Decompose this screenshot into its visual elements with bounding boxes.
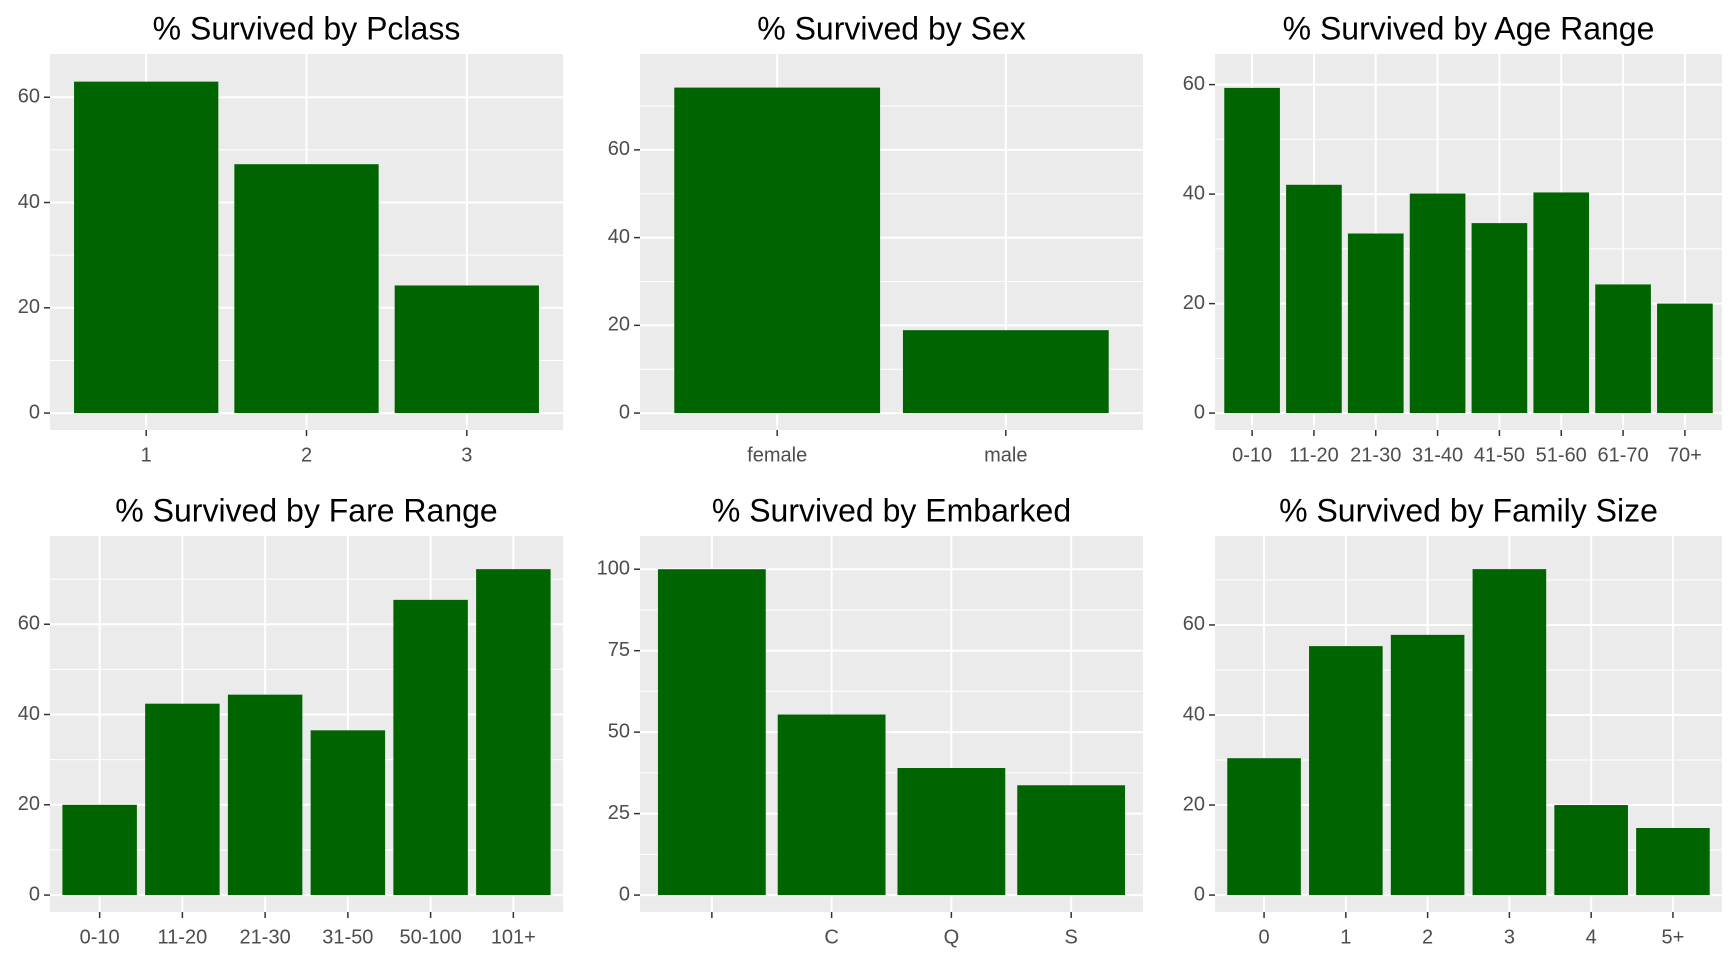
y-tick-label: 0: [1194, 401, 1205, 423]
bar: [62, 804, 137, 896]
x-tick-label: 31-50: [322, 926, 373, 948]
bar: [1227, 758, 1301, 896]
bar: [476, 569, 551, 896]
x-tick-label: 21-30: [1350, 444, 1401, 466]
chart-2: % Survived by Sex 0 20 40 60 female male: [608, 10, 1143, 466]
x-tick-label: 3: [1504, 926, 1515, 948]
x-tick-label: S: [1064, 926, 1077, 948]
bar: [1286, 184, 1342, 414]
y-tick-label: 40: [18, 703, 40, 725]
y-tick-label: 0: [29, 883, 40, 905]
x-tick-label: 11-20: [158, 926, 208, 948]
x-tick-label: C: [824, 926, 838, 948]
x-tick-label: 51-60: [1536, 444, 1587, 466]
bar: [145, 703, 220, 896]
chart-6: % Survived by Family Size 0 20 40 60 0 1 2 3 4 5+: [1183, 492, 1722, 948]
chart-title: % Survived by Fare Range: [115, 492, 497, 528]
y-tick-label: 100: [597, 557, 630, 579]
x-tick-label: female: [747, 444, 807, 466]
y-tick-label: 60: [608, 138, 630, 160]
y-tick-label: 40: [18, 191, 40, 213]
x-tick-label: 1: [1340, 926, 1351, 948]
chart-1: % Survived by Pclass 0 20 40 60 1 2 3: [18, 10, 563, 466]
bar: [1472, 569, 1547, 896]
x-tick-label: 21-30: [240, 926, 291, 948]
chart-4: % Survived by Fare Range 0 20 40 60 0-10 11-20…: [18, 492, 563, 948]
x-tick-label: 41-50: [1474, 444, 1525, 466]
y-tick-label: 60: [18, 86, 40, 108]
x-tick-label: 3: [461, 444, 472, 466]
chart-title: % Survived by Sex: [757, 10, 1026, 46]
bar: [1533, 192, 1590, 414]
x-tick-label: 31-40: [1412, 444, 1463, 466]
x-tick-label: 1: [141, 444, 152, 466]
bar: [1017, 785, 1126, 896]
y-tick-label: 40: [1183, 703, 1205, 725]
y-tick-label: 25: [608, 802, 630, 824]
x-tick-label: 50-100: [399, 926, 461, 948]
y-tick-label: 40: [608, 226, 630, 248]
bar: [1224, 87, 1280, 414]
chart-3: % Survived by Age Range 0 20 40 60 0-10 11-20 2…: [1183, 10, 1722, 466]
y-tick-label: 60: [1183, 73, 1205, 95]
x-tick-label: 11-20: [1289, 444, 1339, 466]
bar: [1471, 223, 1528, 414]
bar: [674, 87, 881, 414]
chart-5: % Survived by Embarked 0 25 50 75 100 C Q S: [597, 492, 1143, 948]
bar: [1409, 193, 1466, 414]
y-tick-label: 0: [619, 883, 630, 905]
x-tick-label: Q: [944, 926, 960, 948]
chart-title: % Survived by Age Range: [1283, 10, 1655, 46]
y-tick-label: 75: [608, 639, 630, 661]
y-tick-label: 60: [1183, 613, 1205, 635]
y-tick-label: 0: [619, 401, 630, 423]
x-tick-label: male: [984, 444, 1027, 466]
x-tick-label: 101+: [491, 926, 536, 948]
y-tick-label: 0: [29, 401, 40, 423]
y-tick-label: 40: [1183, 182, 1205, 204]
y-tick-label: 20: [18, 296, 40, 318]
bar: [657, 569, 766, 896]
bar: [394, 285, 539, 414]
bar: [227, 694, 303, 896]
bar: [74, 81, 219, 414]
y-tick-label: 20: [18, 793, 40, 815]
chart-title: % Survived by Embarked: [712, 492, 1071, 528]
bar: [1657, 303, 1713, 414]
y-tick-label: 20: [1183, 793, 1205, 815]
bar: [1390, 634, 1465, 896]
x-tick-label: 61-70: [1597, 444, 1648, 466]
y-tick-label: 20: [608, 314, 630, 336]
bar: [1636, 827, 1710, 896]
chart-title: % Survived by Family Size: [1279, 492, 1658, 528]
x-tick-label: 2: [1422, 926, 1433, 948]
bar: [310, 730, 386, 896]
y-tick-label: 0: [1194, 883, 1205, 905]
y-tick-label: 60: [18, 613, 40, 635]
x-tick-label: 4: [1586, 926, 1597, 948]
bar: [1554, 805, 1628, 896]
bar: [393, 599, 468, 896]
chart-title: % Survived by Pclass: [153, 10, 461, 46]
bar: [902, 330, 1109, 414]
x-tick-label: 5+: [1662, 926, 1685, 948]
y-tick-label: 20: [1183, 292, 1205, 314]
bar: [897, 767, 1006, 896]
y-tick-label: 50: [608, 720, 630, 742]
bar: [1309, 646, 1383, 896]
x-tick-label: 2: [301, 444, 312, 466]
bar: [234, 164, 379, 414]
bar: [1347, 233, 1404, 414]
x-tick-label: 70+: [1668, 444, 1702, 466]
x-tick-label: 0-10: [80, 926, 120, 948]
x-tick-label: 0-10: [1232, 444, 1272, 466]
bar: [777, 714, 886, 896]
bar: [1595, 284, 1651, 414]
x-tick-label: 0: [1259, 926, 1270, 948]
